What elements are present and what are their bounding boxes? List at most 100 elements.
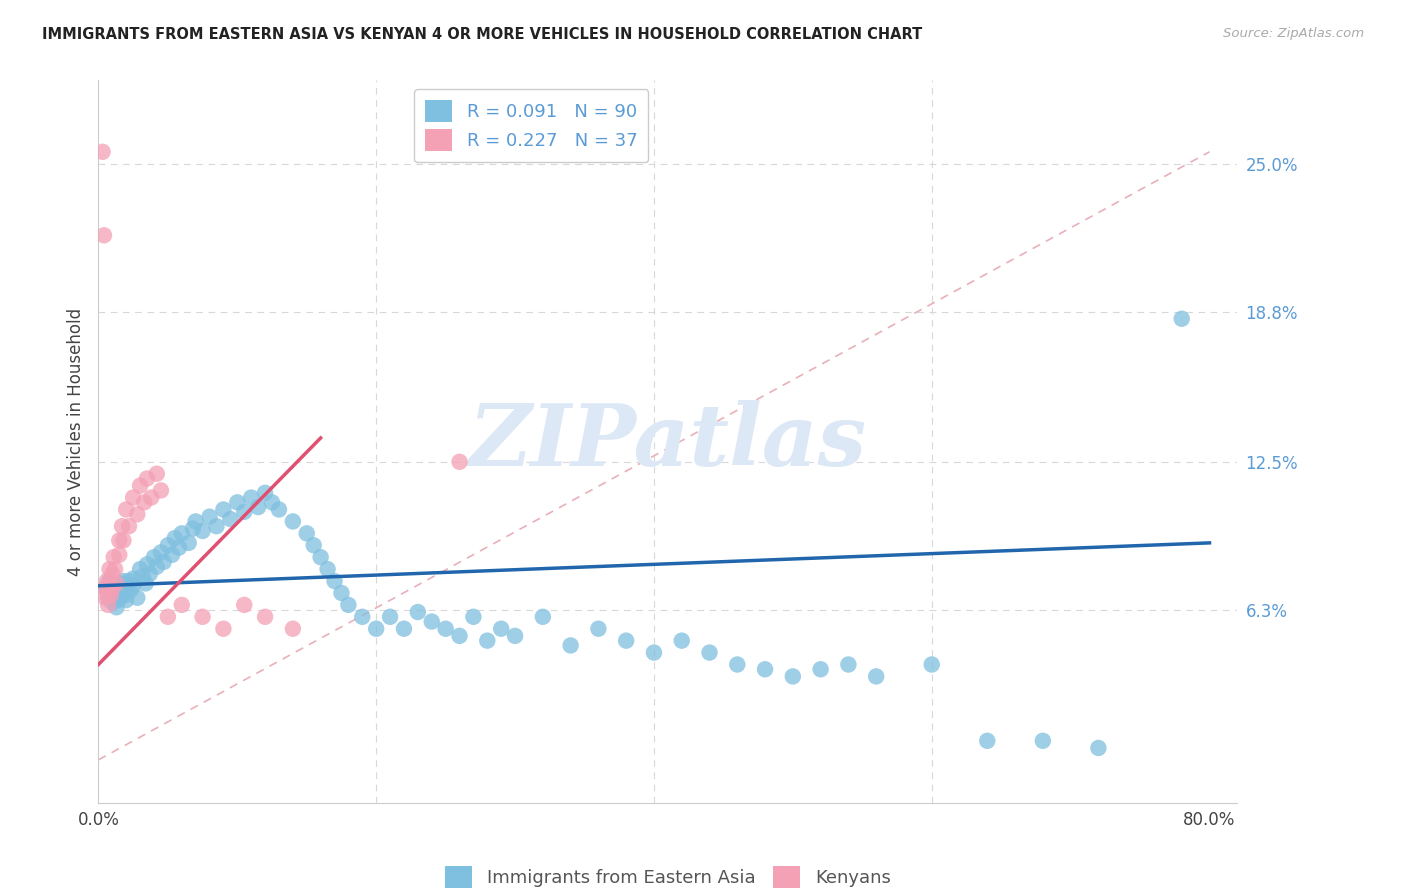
Point (976, 733, 998, 747)
Point (108, 591, 131, 605)
Point (837, 657, 859, 672)
Point (101, 581, 124, 595)
Point (98, 574, 121, 588)
Point (167, 541, 190, 555)
Point (100, 586, 122, 600)
Point (170, 526, 193, 541)
Point (100, 588, 122, 602)
Point (254, 609, 277, 624)
Point (94, 591, 117, 605)
Point (156, 538, 179, 552)
Point (212, 622, 235, 636)
Point (434, 622, 457, 636)
Point (115, 593, 138, 607)
Point (93, 228, 115, 243)
Point (247, 500, 270, 515)
Point (139, 566, 162, 581)
Point (254, 485, 277, 500)
Point (107, 593, 129, 607)
Point (149, 483, 172, 498)
Legend: Immigrants from Eastern Asia, Kenyans: Immigrants from Eastern Asia, Kenyans (437, 859, 898, 892)
Point (420, 615, 443, 629)
Point (378, 609, 401, 624)
Point (118, 574, 141, 588)
Point (782, 669, 804, 683)
Point (143, 550, 166, 565)
Point (406, 605, 429, 619)
Point (212, 502, 235, 516)
Point (309, 550, 332, 565)
Point (725, 657, 748, 672)
Point (145, 467, 167, 481)
Point (129, 562, 152, 576)
Point (129, 478, 152, 492)
Point (219, 512, 242, 526)
Point (122, 491, 145, 505)
Point (191, 524, 214, 538)
Point (127, 591, 149, 605)
Point (94, 581, 117, 595)
Point (141, 491, 163, 505)
Point (104, 583, 127, 598)
Point (240, 491, 263, 505)
Point (260, 495, 283, 509)
Point (103, 550, 125, 565)
Point (226, 495, 249, 509)
Point (699, 646, 721, 660)
Point (94, 581, 117, 595)
Point (191, 609, 214, 624)
Point (101, 595, 124, 609)
Point (671, 633, 693, 648)
Point (449, 455, 471, 469)
Point (921, 657, 943, 672)
Point (281, 622, 304, 636)
Point (1170, 311, 1192, 326)
Y-axis label: 4 or more Vehicles in Household: 4 or more Vehicles in Household (66, 308, 84, 575)
Point (281, 515, 304, 529)
Point (449, 629, 471, 643)
Point (156, 609, 179, 624)
Point (560, 639, 582, 653)
Point (302, 538, 325, 552)
Point (115, 579, 138, 593)
Point (110, 576, 132, 591)
Point (108, 548, 131, 562)
Point (160, 548, 183, 562)
Point (112, 574, 135, 588)
Point (98, 562, 121, 576)
Point (111, 586, 134, 600)
Point (198, 509, 221, 524)
Point (98, 576, 121, 591)
Point (643, 646, 665, 660)
Point (477, 633, 499, 648)
Point (105, 576, 128, 591)
Point (145, 559, 167, 574)
Point (101, 579, 124, 593)
Point (97, 591, 120, 605)
Point (122, 572, 145, 586)
Point (170, 598, 193, 612)
Point (810, 662, 832, 676)
Point (122, 579, 145, 593)
Point (149, 545, 172, 559)
Point (115, 502, 138, 516)
Point (181, 522, 204, 536)
Point (114, 588, 136, 602)
Point (105, 600, 128, 615)
Point (132, 569, 155, 583)
Point (1032, 733, 1054, 747)
Point (588, 622, 610, 636)
Point (134, 495, 156, 509)
Point (135, 576, 157, 591)
Point (503, 629, 526, 643)
Point (112, 533, 135, 548)
Point (103, 588, 125, 602)
Point (108, 533, 131, 548)
Point (337, 598, 360, 612)
Point (136, 471, 159, 485)
Point (531, 609, 554, 624)
Text: ZIPatlas: ZIPatlas (468, 400, 868, 483)
Point (111, 519, 134, 533)
Point (101, 566, 124, 581)
Point (330, 586, 353, 600)
